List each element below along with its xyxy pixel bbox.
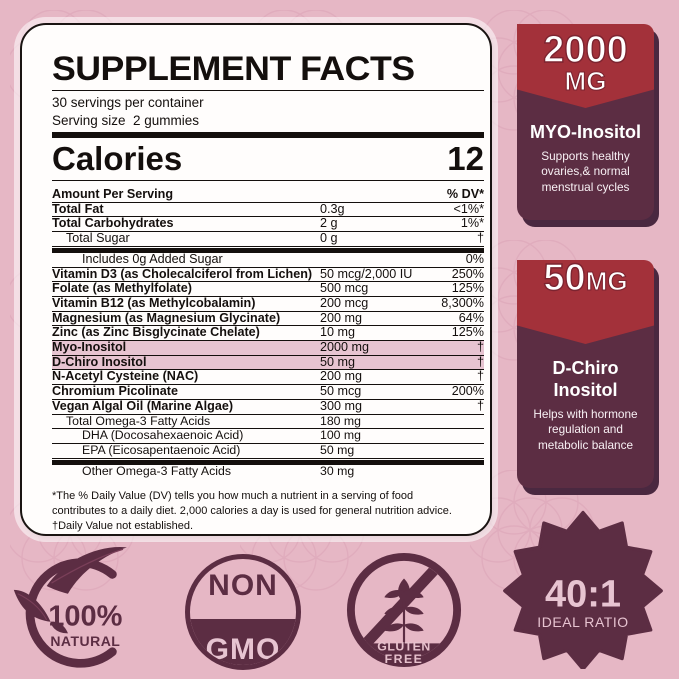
svg-text:40:1: 40:1 bbox=[545, 573, 621, 615]
svg-text:IDEAL RATIO: IDEAL RATIO bbox=[537, 614, 628, 630]
svg-text:NATURAL: NATURAL bbox=[50, 633, 120, 649]
svg-text:100%: 100% bbox=[48, 601, 122, 633]
svg-text:FREE: FREE bbox=[385, 652, 424, 666]
